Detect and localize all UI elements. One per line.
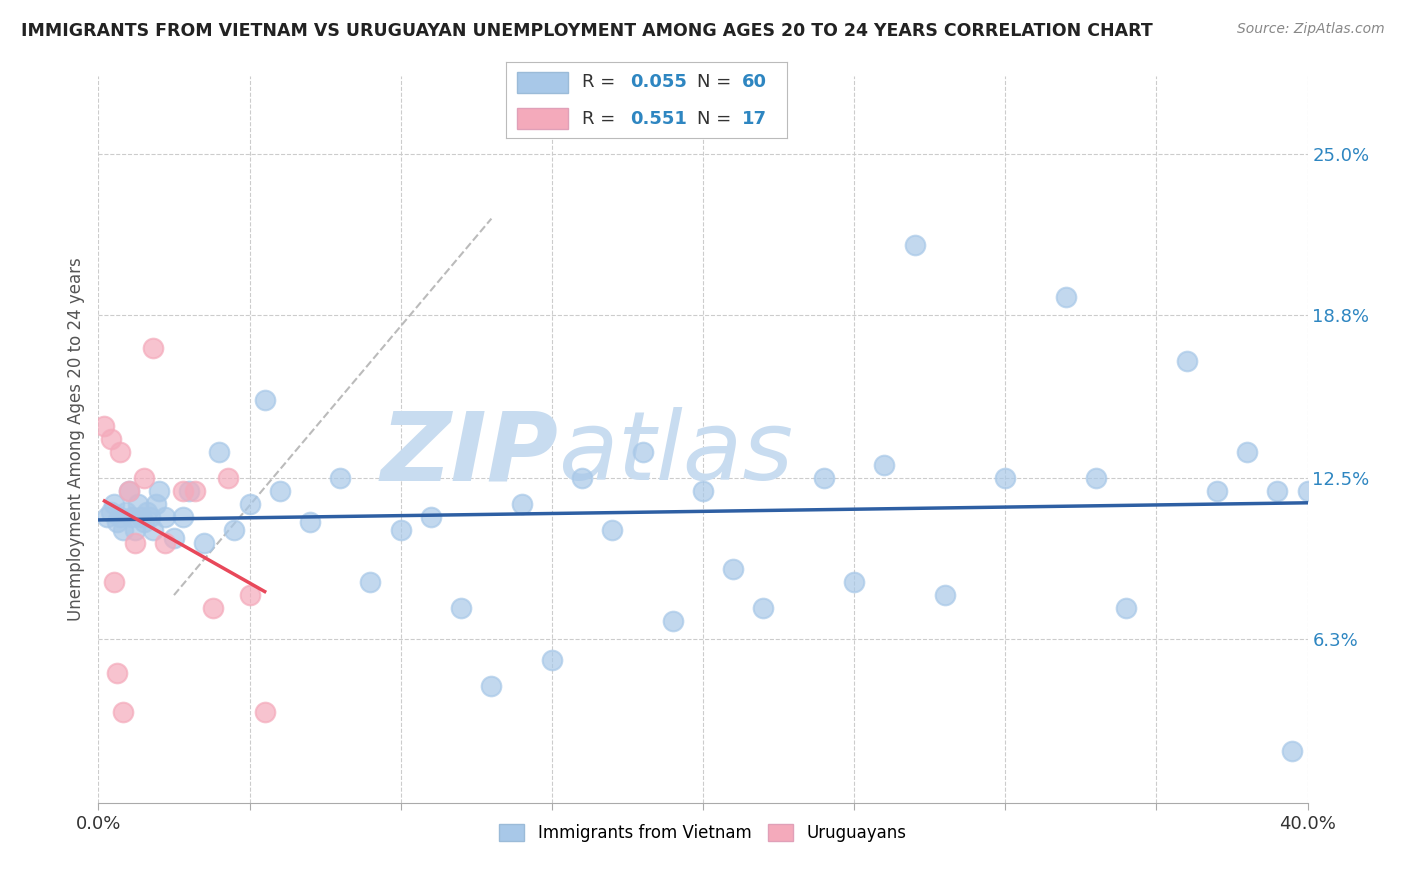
Point xyxy=(253,393,276,408)
Point xyxy=(135,505,157,519)
Point xyxy=(904,237,927,252)
Point xyxy=(121,510,143,524)
Point xyxy=(692,484,714,499)
Point xyxy=(148,484,170,499)
Point xyxy=(142,523,165,537)
Bar xyxy=(517,108,568,129)
Point xyxy=(1267,484,1289,499)
Point xyxy=(239,588,262,602)
Point xyxy=(202,601,225,615)
Point xyxy=(127,497,149,511)
Point xyxy=(105,665,128,680)
Point xyxy=(103,575,125,590)
Point xyxy=(163,531,186,545)
Point xyxy=(124,523,146,537)
Point xyxy=(602,523,624,537)
Point xyxy=(661,614,683,628)
Point xyxy=(129,510,152,524)
Point xyxy=(994,471,1017,485)
Text: R =: R = xyxy=(582,110,621,128)
Point xyxy=(239,497,262,511)
Point xyxy=(481,679,503,693)
Point xyxy=(1175,354,1198,368)
Point xyxy=(1236,445,1258,459)
Point xyxy=(540,653,562,667)
Point xyxy=(153,536,176,550)
Point xyxy=(1281,744,1303,758)
Text: 60: 60 xyxy=(742,73,768,91)
Point xyxy=(111,705,134,719)
Point xyxy=(172,510,194,524)
Text: ZIP: ZIP xyxy=(380,408,558,500)
Point xyxy=(100,505,122,519)
Point xyxy=(1296,484,1319,499)
Point xyxy=(420,510,443,524)
Point xyxy=(118,484,141,499)
Point xyxy=(813,471,835,485)
Point xyxy=(111,523,134,537)
Point xyxy=(934,588,956,602)
Point xyxy=(329,471,352,485)
Text: IMMIGRANTS FROM VIETNAM VS URUGUAYAN UNEMPLOYMENT AMONG AGES 20 TO 24 YEARS CORR: IMMIGRANTS FROM VIETNAM VS URUGUAYAN UNE… xyxy=(21,22,1153,40)
Text: N =: N = xyxy=(697,110,737,128)
Point xyxy=(299,516,322,530)
Text: 17: 17 xyxy=(742,110,768,128)
Point xyxy=(873,458,896,473)
Text: atlas: atlas xyxy=(558,408,793,500)
Legend: Immigrants from Vietnam, Uruguayans: Immigrants from Vietnam, Uruguayans xyxy=(492,817,914,849)
Point xyxy=(571,471,593,485)
Text: 0.551: 0.551 xyxy=(630,110,686,128)
Point xyxy=(450,601,472,615)
Point xyxy=(631,445,654,459)
Point xyxy=(844,575,866,590)
Point xyxy=(172,484,194,499)
Point xyxy=(153,510,176,524)
Point xyxy=(132,471,155,485)
Point xyxy=(145,497,167,511)
Point xyxy=(510,497,533,511)
Point xyxy=(114,505,136,519)
Point xyxy=(132,516,155,530)
Point xyxy=(100,433,122,447)
Point xyxy=(752,601,775,615)
Point xyxy=(1115,601,1137,615)
Point xyxy=(139,510,162,524)
Point xyxy=(1085,471,1108,485)
Point xyxy=(208,445,231,459)
Point xyxy=(1206,484,1229,499)
Y-axis label: Unemployment Among Ages 20 to 24 years: Unemployment Among Ages 20 to 24 years xyxy=(66,258,84,621)
Text: Source: ZipAtlas.com: Source: ZipAtlas.com xyxy=(1237,22,1385,37)
Point xyxy=(253,705,276,719)
Point xyxy=(103,497,125,511)
Text: N =: N = xyxy=(697,73,737,91)
Point xyxy=(105,516,128,530)
Point xyxy=(184,484,207,499)
Point xyxy=(1054,289,1077,303)
Point xyxy=(118,484,141,499)
Point xyxy=(108,510,131,524)
Point xyxy=(723,562,745,576)
Point xyxy=(217,471,239,485)
Bar xyxy=(517,71,568,93)
Point xyxy=(179,484,201,499)
Point xyxy=(93,419,115,434)
Text: R =: R = xyxy=(582,73,621,91)
Point xyxy=(124,536,146,550)
Point xyxy=(108,445,131,459)
Text: 0.055: 0.055 xyxy=(630,73,686,91)
Point xyxy=(224,523,246,537)
Point xyxy=(360,575,382,590)
Point xyxy=(269,484,291,499)
Point xyxy=(193,536,215,550)
Point xyxy=(142,342,165,356)
Point xyxy=(389,523,412,537)
Point xyxy=(96,510,118,524)
